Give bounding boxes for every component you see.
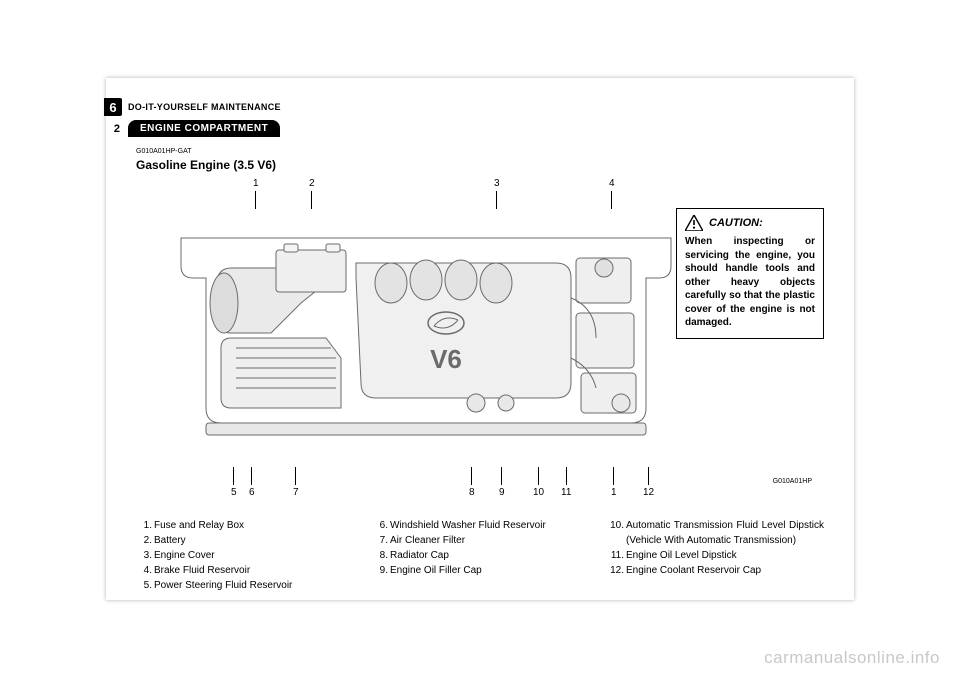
warning-icon xyxy=(685,215,703,231)
callout-number: 4 xyxy=(609,178,615,209)
chapter-header: 6 DO-IT-YOURSELF MAINTENANCE xyxy=(106,100,281,114)
section-header: 2 ENGINE COMPARTMENT xyxy=(106,120,280,137)
legend-item: 8.Radiator Cap xyxy=(372,548,588,563)
callout-number: 9 xyxy=(499,467,505,498)
legend-item: 5.Power Steering Fluid Reservoir xyxy=(136,578,352,593)
callout-number: 6 xyxy=(249,467,255,498)
legend-column: 6.Windshield Washer Fluid Reservoir7.Air… xyxy=(372,518,588,593)
figure-code: G010A01HP xyxy=(773,478,812,485)
manual-page: 6 DO-IT-YOURSELF MAINTENANCE 2 ENGINE CO… xyxy=(106,78,854,600)
legend-item: 12.Engine Coolant Reservoir Cap xyxy=(608,563,824,578)
caution-box: CAUTION: When inspecting or servicing th… xyxy=(676,208,824,339)
engine-subtitle: Gasoline Engine (3.5 V6) xyxy=(136,158,276,172)
legend-item: 2.Battery xyxy=(136,533,352,548)
legend-column: 1.Fuse and Relay Box2.Battery3.Engine Co… xyxy=(136,518,352,593)
caution-text: When inspecting or servicing the engine,… xyxy=(685,235,815,330)
legend-column: 10.Automatic Transmission Fluid Level Di… xyxy=(608,518,824,593)
doc-code: G010A01HP-GAT xyxy=(136,148,192,155)
callout-number: 8 xyxy=(469,467,475,498)
chapter-title: DO-IT-YOURSELF MAINTENANCE xyxy=(128,102,281,112)
callout-number: 3 xyxy=(494,178,500,209)
legend-item: 1.Fuse and Relay Box xyxy=(136,518,352,533)
section-tab: ENGINE COMPARTMENT xyxy=(128,120,280,137)
callout-number: 2 xyxy=(309,178,315,209)
callout-number: 10 xyxy=(533,467,544,498)
callout-number: 12 xyxy=(643,467,654,498)
subpage-number: 2 xyxy=(106,123,124,135)
legend-item: 7.Air Cleaner Filter xyxy=(372,533,588,548)
legend-item: 10.Automatic Transmission Fluid Level Di… xyxy=(608,518,824,548)
engine-illustration: V6 xyxy=(176,208,676,468)
callout-number: 1 xyxy=(253,178,259,209)
chapter-number: 6 xyxy=(104,98,122,116)
callout-number: 1 xyxy=(611,467,617,498)
callout-number: 5 xyxy=(231,467,237,498)
legend-item: 9.Engine Oil Filler Cap xyxy=(372,563,588,578)
legend-item: 3.Engine Cover xyxy=(136,548,352,563)
legend-item: 4.Brake Fluid Reservoir xyxy=(136,563,352,578)
legend-item: 11.Engine Oil Level Dipstick xyxy=(608,548,824,563)
callout-number: 7 xyxy=(293,467,299,498)
engine-diagram: 1234 xyxy=(176,178,676,498)
svg-text:V6: V6 xyxy=(430,344,462,374)
legend-item: 6.Windshield Washer Fluid Reservoir xyxy=(372,518,588,533)
caution-title: CAUTION: xyxy=(709,217,763,229)
callout-number: 11 xyxy=(561,467,571,498)
parts-legend: 1.Fuse and Relay Box2.Battery3.Engine Co… xyxy=(136,518,824,593)
watermark-bottom: carmanualsonline.info xyxy=(764,648,940,668)
